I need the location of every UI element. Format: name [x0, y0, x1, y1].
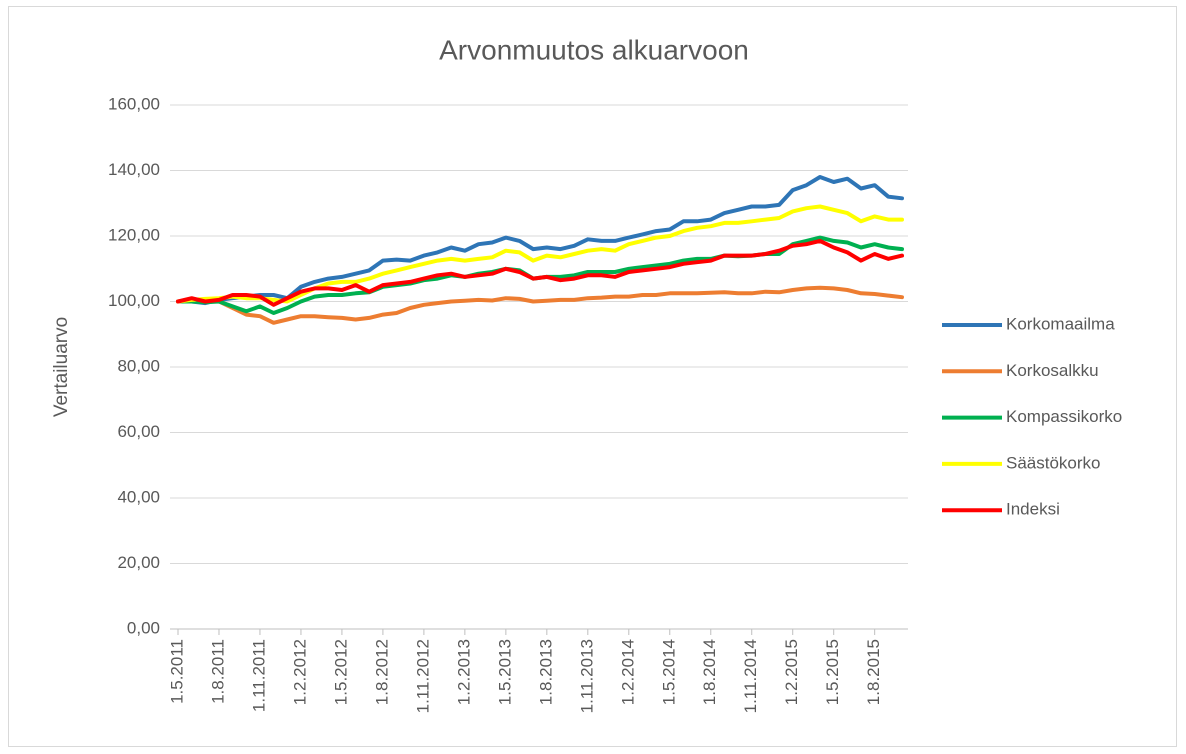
legend-label: Indeksi	[1006, 500, 1060, 519]
x-tick-label: 1.5.2011	[167, 639, 186, 704]
y-tick-label: 80,00	[117, 356, 160, 375]
x-tick-label: 1.8.2015	[864, 639, 883, 705]
x-tick-label: 1.2.2013	[454, 639, 473, 705]
x-tick-label: 1.11.2014	[741, 639, 760, 713]
legend-label: Korkomaailma	[1006, 314, 1115, 333]
y-tick-label: 60,00	[117, 422, 160, 441]
series-line	[176, 238, 904, 307]
y-tick-label: 120,00	[108, 225, 160, 244]
x-tick-label: 1.8.2012	[372, 639, 391, 705]
y-tick-label: 100,00	[108, 291, 160, 310]
x-tick-label: 1.5.2014	[659, 639, 678, 705]
y-tick-label: 40,00	[117, 487, 160, 506]
x-tick-label: 1.5.2012	[331, 639, 350, 705]
legend-label: Korkosalkku	[1006, 361, 1099, 380]
x-tick-label: 1.2.2014	[618, 639, 637, 705]
x-tick-label: 1.8.2014	[700, 639, 719, 705]
legend-label: Kompassikorko	[1006, 407, 1122, 426]
x-tick-label: 1.2.2015	[782, 639, 801, 705]
x-tick-label: 1.8.2011	[208, 639, 227, 704]
x-tick-label: 1.5.2013	[495, 639, 514, 705]
y-tick-label: 160,00	[108, 94, 160, 113]
x-tick-label: 1.11.2011	[249, 639, 268, 712]
x-tick-label: 1.5.2015	[823, 639, 842, 705]
series-line	[176, 175, 904, 306]
series-line	[176, 204, 904, 304]
y-axis-title: Vertailuarvo	[51, 317, 72, 417]
x-tick-label: 1.2.2012	[290, 639, 309, 705]
y-tick-label: 0,00	[127, 618, 160, 637]
y-tick-label: 20,00	[117, 553, 160, 572]
series-line	[176, 285, 904, 325]
chart-title: Arvonmuutos alkuarvoon	[439, 34, 749, 65]
x-tick-label: 1.11.2012	[413, 639, 432, 713]
chart-border	[8, 6, 1177, 747]
x-tick-label: 1.8.2013	[536, 639, 555, 705]
legend-label: Säästökorko	[1006, 453, 1101, 472]
x-tick-label: 1.11.2013	[577, 639, 596, 713]
y-tick-label: 140,00	[108, 160, 160, 179]
